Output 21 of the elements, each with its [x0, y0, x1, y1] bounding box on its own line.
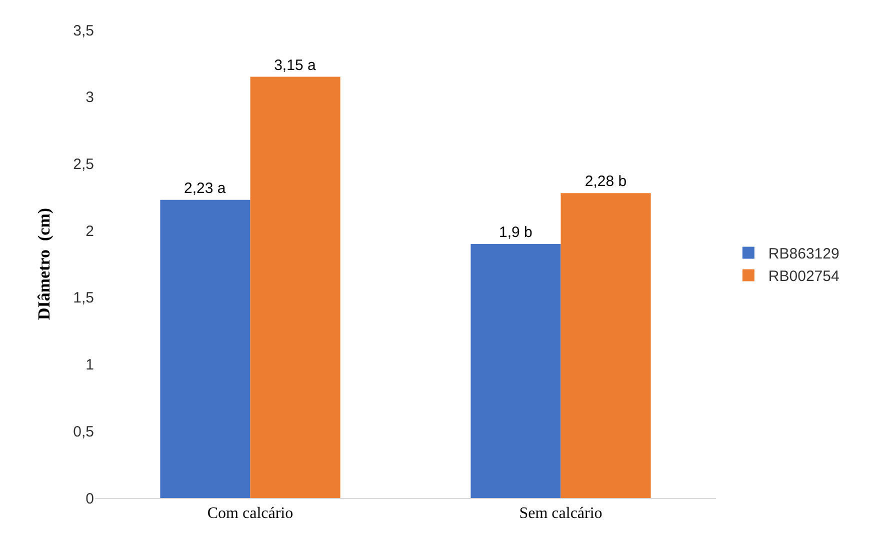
y-tick-label: 0,5 [73, 423, 94, 440]
data-label: 3,15 a [274, 56, 316, 74]
data-label: 2,28 b [584, 173, 627, 190]
legend-label: RB863129 [768, 246, 840, 263]
data-label: 2,23 a [184, 180, 226, 197]
y-tick-label: 2 [86, 222, 94, 240]
y-tick-label: 1 [86, 356, 94, 374]
legend-label: RB002754 [768, 268, 840, 286]
bar [160, 200, 250, 498]
y-axis-title: DIâmetro (cm) [34, 208, 54, 320]
bar [470, 244, 561, 498]
y-tick-label: 2,5 [73, 156, 94, 173]
y-tick-label: 3,5 [73, 22, 94, 40]
y-tick-label: 3 [86, 89, 94, 106]
x-tick-label: Sem calcário [519, 505, 602, 522]
y-tick-label: 0 [86, 490, 94, 508]
data-label: 1,9 b [499, 224, 532, 241]
bar [560, 193, 651, 498]
bar [250, 76, 340, 498]
y-tick-label: 1,5 [73, 290, 94, 307]
x-tick-label: Com calcário [207, 505, 294, 522]
